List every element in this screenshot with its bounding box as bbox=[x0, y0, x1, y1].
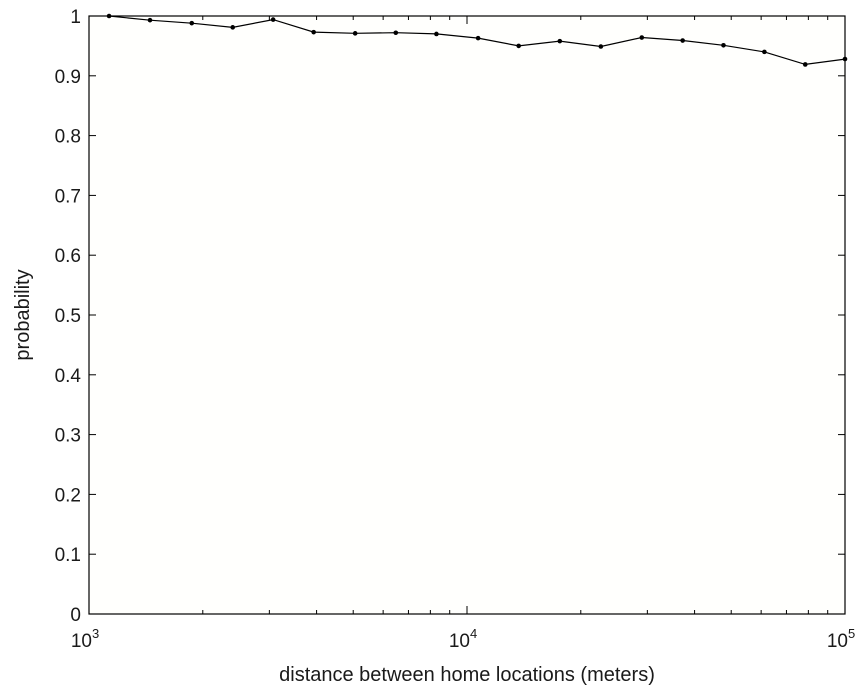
y-tick-label: 0.2 bbox=[55, 485, 81, 506]
data-point bbox=[639, 35, 645, 40]
y-tick-label: 0.8 bbox=[55, 127, 81, 148]
data-point bbox=[147, 17, 153, 23]
x-tick-label: 104 bbox=[449, 626, 477, 652]
x-tick-label: 105 bbox=[827, 626, 855, 652]
plot-area bbox=[88, 15, 846, 615]
data-point bbox=[557, 38, 563, 44]
data-point bbox=[598, 44, 604, 49]
x-axis-label: distance between home locations (meters) bbox=[279, 664, 655, 686]
data-point bbox=[762, 49, 767, 55]
y-tick-label: 1 bbox=[70, 7, 81, 28]
data-point bbox=[393, 30, 399, 36]
data-point bbox=[516, 43, 521, 49]
y-tick-label: 0.5 bbox=[55, 306, 81, 327]
y-tick-labels: 0 0.1 0.2 0.3 0.4 0.5 0.6 0.7 0.8 0.9 1 bbox=[55, 7, 82, 626]
data-point bbox=[230, 25, 236, 30]
y-tick-label: 0.7 bbox=[55, 186, 81, 207]
data-point bbox=[680, 38, 685, 43]
major-ticks bbox=[88, 15, 846, 615]
data-point bbox=[270, 17, 276, 22]
x-tick-labels: 103 104 105 bbox=[71, 626, 855, 652]
data-point bbox=[721, 43, 726, 48]
y-tick-label: 0.6 bbox=[55, 246, 81, 267]
x-tick-label: 103 bbox=[71, 626, 99, 652]
minor-ticks bbox=[202, 16, 829, 614]
data-point bbox=[311, 29, 316, 35]
data-point bbox=[842, 56, 848, 62]
y-tick-label: 0.9 bbox=[55, 67, 81, 88]
y-tick-label: 0.4 bbox=[55, 366, 82, 387]
data-point bbox=[106, 13, 112, 19]
data-point bbox=[352, 31, 358, 36]
y-tick-label: 0.1 bbox=[55, 545, 81, 566]
data-point bbox=[802, 62, 808, 67]
series-points bbox=[106, 13, 848, 67]
y-tick-label: 0.3 bbox=[55, 426, 81, 447]
data-point bbox=[434, 31, 439, 37]
data-point bbox=[189, 20, 195, 26]
data-point bbox=[475, 35, 481, 41]
y-tick-label: 0 bbox=[70, 605, 81, 626]
y-axis-label: probability bbox=[12, 269, 34, 360]
